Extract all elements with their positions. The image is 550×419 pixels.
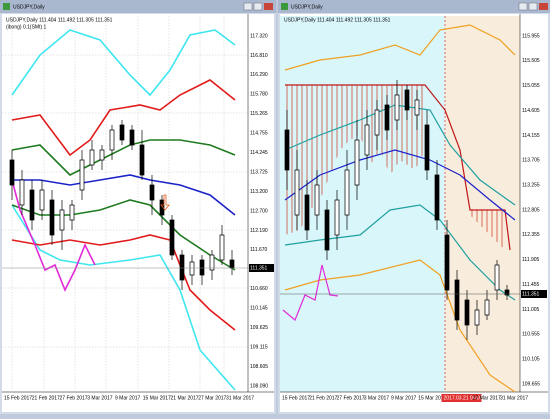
indicator-info: (ibong) 0.1(SMt) 1 — [6, 24, 47, 30]
title-bar[interactable] — [0, 0, 276, 13]
price-label: 111.455 — [522, 282, 540, 288]
price-label: 110.145 — [250, 306, 268, 312]
price-label: 115.780 — [250, 92, 268, 98]
maximize-button[interactable] — [253, 2, 263, 11]
grid — [2, 16, 248, 392]
title-bar[interactable] — [278, 0, 550, 13]
date-label: 3 Mar 2017 — [87, 395, 113, 401]
current-price: 111.351 — [522, 291, 540, 297]
price-label: 115.265 — [250, 111, 268, 117]
date-label: 3 Mar 2017 — [364, 395, 390, 401]
price-label: 113.725 — [250, 169, 268, 175]
price-label: 115.055 — [522, 83, 540, 89]
cloud-hatch — [470, 210, 505, 250]
future-region — [445, 16, 520, 392]
price-label: 112.190 — [250, 228, 268, 234]
current-price-box — [249, 264, 274, 272]
right-window[interactable]: 111.351 USDJPY,Daily USDJPY,Daily 111.40… — [278, 0, 550, 414]
crosshair-date-box — [441, 394, 482, 402]
price-label: 108.605 — [250, 364, 268, 370]
date-label: 31 Mar 2017 — [500, 395, 528, 401]
price-label: 112.355 — [522, 232, 540, 238]
indicator-lines — [11, 29, 236, 391]
price-label: 114.245 — [250, 150, 268, 156]
date-label: 15 Mar 2017 — [418, 395, 446, 401]
date-label: 15 Feb 2017 — [4, 395, 32, 401]
price-label: 111.005 — [522, 307, 540, 313]
crosshair-date: 2017.03.21 00:00 — [444, 395, 483, 401]
price-labels: 115.955 115.505 115.055 114.605 114.155 113.7… — [522, 33, 540, 387]
price-label: 114.755 — [250, 131, 268, 137]
candles — [9, 120, 235, 290]
chart-info: USDJPY,Daily 111.404 111.492 111.305 111… — [284, 17, 391, 23]
price-label: 116.290 — [250, 72, 268, 78]
price-label: 110.105 — [522, 356, 540, 362]
price-label: 110.555 — [522, 332, 540, 338]
minimize-button[interactable] — [518, 2, 528, 11]
window-title: USDJPY,Daily — [13, 4, 45, 10]
price-label: 113.200 — [250, 189, 268, 195]
indicator-lines — [282, 24, 516, 393]
current-price-box — [521, 290, 547, 298]
date-label: 27 Feb 2017 — [60, 395, 88, 401]
minimize-button[interactable] — [243, 2, 253, 11]
price-label: 109.625 — [250, 325, 268, 331]
date-label: 27 Mar 2017 — [198, 395, 226, 401]
price-label: 114.605 — [522, 108, 540, 114]
price-label: 109.655 — [522, 381, 540, 387]
date-label: 31 Mar 2017 — [226, 395, 254, 401]
date-labels: 15 Feb 2017 21 Feb 2017 27 Feb 2017 3 Mar 2… — [282, 394, 528, 402]
date-label: 27 Mar 2017 — [473, 395, 501, 401]
window-icon — [3, 3, 10, 10]
left-window[interactable]: 111.351 USDJPY,Daily USDJPY,Daily 111.40… — [0, 0, 276, 414]
close-button[interactable] — [539, 3, 548, 10]
price-label: 114.155 — [522, 133, 540, 139]
window-icon — [281, 3, 288, 10]
candles — [284, 80, 510, 340]
price-label: 112.805 — [522, 207, 540, 213]
price-label: 113.705 — [522, 158, 540, 164]
price-label: 116.810 — [250, 53, 268, 59]
date-labels: 15 Feb 2017 21 Feb 2017 27 Feb 2017 3 Mar 2… — [4, 395, 254, 401]
maximize-button[interactable] — [528, 2, 538, 11]
price-label: 111.670 — [250, 247, 268, 253]
price-label: 108.090 — [250, 383, 268, 389]
price-label: 115.955 — [522, 33, 540, 39]
close-button[interactable] — [264, 3, 273, 10]
window-title: USDJPY,Daily — [291, 4, 323, 10]
date-label: 9 Mar 2017 — [391, 395, 417, 401]
price-label: 109.115 — [250, 344, 268, 350]
price-labels: 117.320 116.810 116.290 115.780 115.265 114.7… — [250, 33, 268, 389]
chart-info: USDJPY,Daily 111.404 111.492 111.305 111… — [6, 17, 113, 23]
price-label: 115.505 — [522, 58, 540, 64]
date-label: 15 Mar 2017 — [143, 395, 171, 401]
date-label: 27 Feb 2017 — [337, 395, 365, 401]
date-label: 15 Feb 2017 — [282, 395, 310, 401]
date-label: 21 Feb 2017 — [309, 395, 337, 401]
price-label: 113.255 — [522, 182, 540, 188]
arrow-marker — [160, 194, 170, 211]
price-label: 110.660 — [250, 286, 268, 292]
date-label: 21 Feb 2017 — [32, 395, 60, 401]
price-label: 112.700 — [250, 208, 268, 214]
price-label: 111.905 — [522, 257, 540, 263]
date-label: 21 Mar 2017 — [171, 395, 199, 401]
cloud-hatch — [285, 85, 425, 235]
current-price: 111.351 — [250, 265, 268, 271]
price-label: 117.320 — [250, 33, 268, 39]
date-label: 9 Mar 2017 — [115, 395, 141, 401]
